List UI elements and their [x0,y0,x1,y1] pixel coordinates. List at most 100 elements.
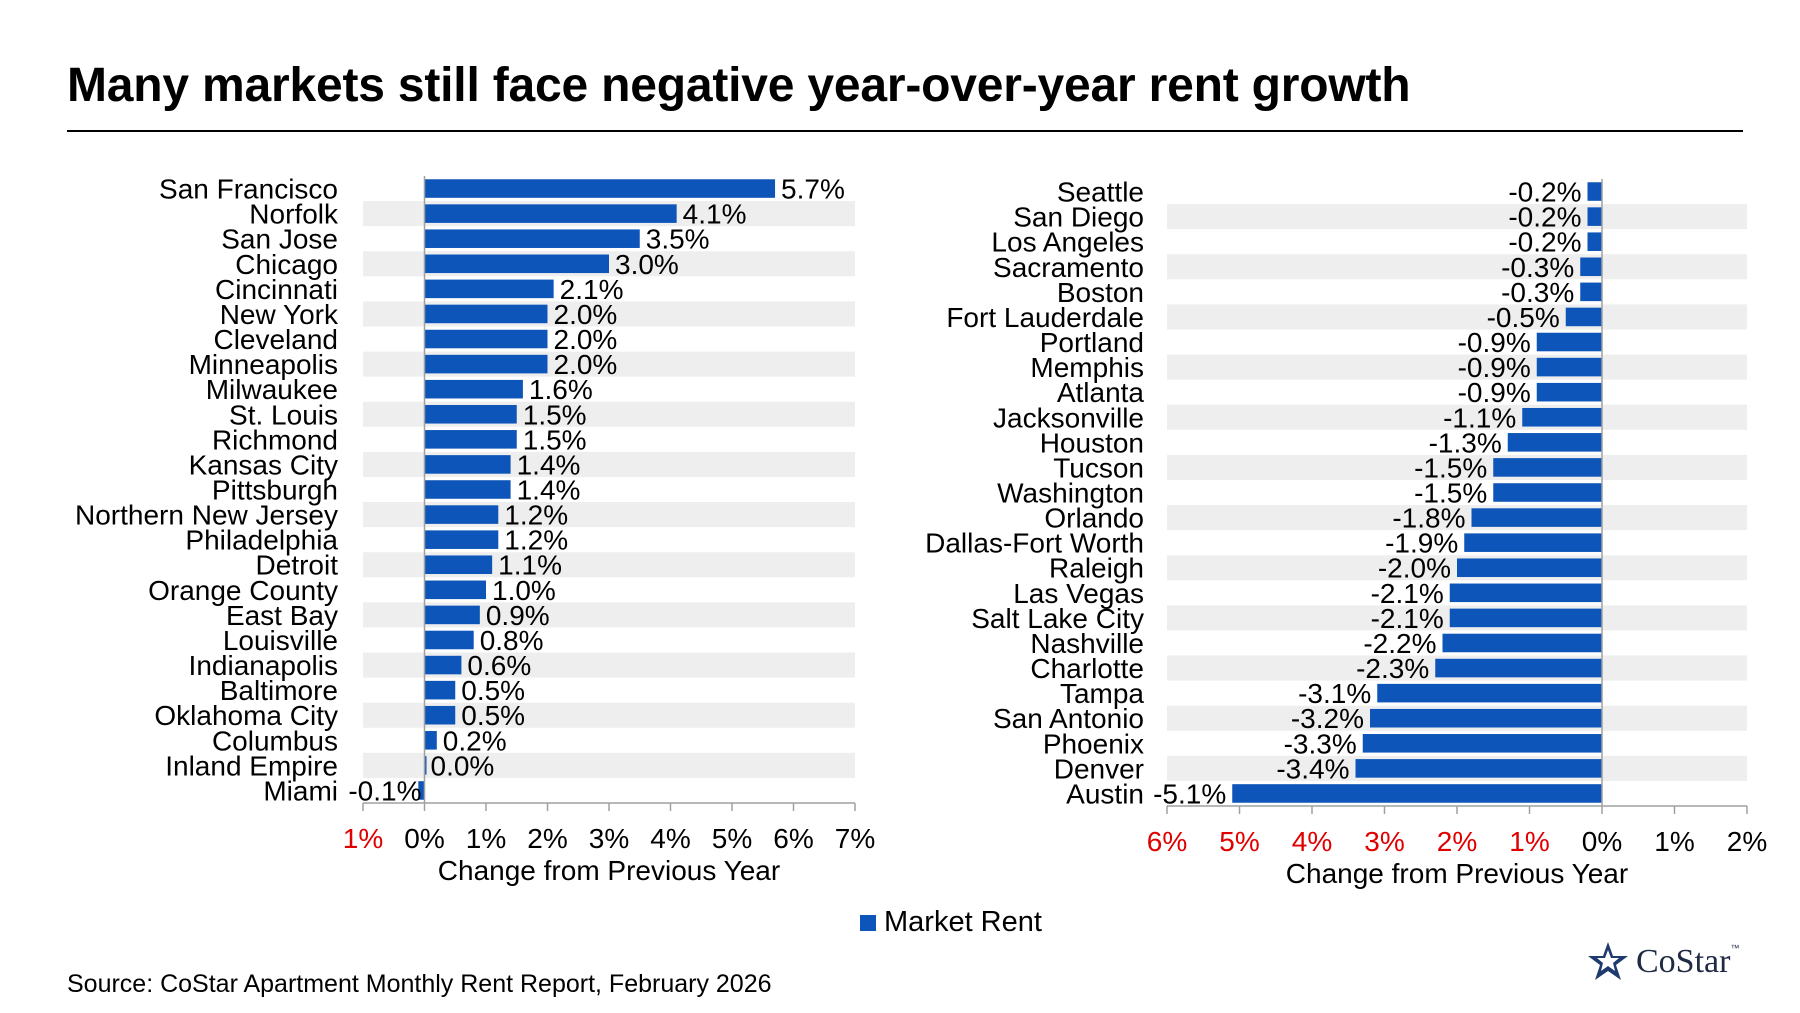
category-label: San Diego [1013,202,1144,233]
bar [1587,232,1602,251]
bar [1493,483,1602,502]
value-label: 1.6% [529,374,593,405]
value-label: -2.1% [1371,578,1444,609]
bar [424,430,517,449]
category-label: Washington [997,478,1144,509]
source-note: Source: CoStar Apartment Monthly Rent Re… [67,970,772,998]
legend-swatch [860,914,876,931]
value-label: 0.6% [467,650,531,681]
bar [1580,282,1602,302]
bar [424,630,474,650]
value-label: 3.0% [615,249,679,280]
bar [424,354,548,374]
x-tick-label: 2% [1437,826,1477,857]
category-label: Pittsburgh [212,475,338,506]
value-label: -0.3% [1501,252,1574,283]
value-label: 5.7% [781,174,845,205]
category-label: Boston [1057,277,1144,308]
bar [424,204,677,223]
value-label: 1.4% [517,475,581,506]
category-label: San Jose [221,224,338,255]
value-label: -2.2% [1363,628,1436,659]
category-label: Salt Lake City [971,603,1144,634]
background-band [1167,454,1747,480]
value-label: -3.4% [1276,753,1349,784]
bar [1536,382,1602,402]
bar [424,329,548,349]
value-label: 2.0% [554,299,618,330]
bar [424,379,523,399]
category-label: Houston [1040,427,1144,458]
value-label: 2.0% [554,349,618,380]
bar [1370,708,1602,728]
x-axis-title: Change from Previous Year [438,855,780,886]
category-label: Minneapolis [189,349,338,380]
value-label: -0.5% [1487,302,1560,333]
category-label: Denver [1054,753,1144,784]
category-label: Detroit [256,550,339,581]
value-label: 1.1% [498,550,562,581]
bar [424,530,499,549]
bar [1587,182,1602,201]
category-label: Chicago [235,249,338,280]
category-label: Milwaukee [206,374,338,405]
x-tick-label: 2% [527,823,567,854]
costar-star-icon [1588,942,1628,980]
category-label: Tucson [1053,452,1144,483]
category-label: Los Angeles [991,227,1144,258]
value-label: 0.5% [461,700,525,731]
background-band [1167,505,1747,531]
background-band [1167,404,1747,430]
value-label: 4.1% [683,199,747,230]
category-label: Richmond [212,424,338,455]
x-tick-label: 4% [650,823,690,854]
value-label: 0.5% [461,675,525,706]
category-label: Orlando [1044,503,1144,534]
bar [424,580,486,600]
background-band [1167,254,1747,280]
background-band [363,752,855,778]
category-label: Orange County [148,575,338,606]
bar [1457,558,1602,578]
x-tick-label: 5% [1219,826,1259,857]
category-label: Seattle [1057,177,1144,208]
page-title: Many markets still face negative year-ov… [67,59,1411,112]
category-label: San Francisco [159,174,338,205]
x-tick-label: 1% [343,823,383,854]
category-label: Philadelphia [185,525,338,556]
bar [1362,734,1602,753]
category-label: Inland Empire [165,750,338,781]
bar [424,705,456,725]
category-label: Indianapolis [189,650,338,681]
category-label: Fort Lauderdale [946,302,1144,333]
bar [424,605,480,625]
bar [424,455,511,474]
category-label: Northern New Jersey [75,500,338,531]
value-label: -0.2% [1508,202,1581,233]
category-label: Kansas City [189,449,338,480]
background-band [1167,304,1747,330]
value-label: 0.2% [443,725,507,756]
bar [1377,683,1602,703]
category-label: Atlanta [1057,377,1145,408]
value-label: -0.9% [1458,377,1531,408]
category-label: Austin [1066,778,1144,809]
category-label: Memphis [1030,352,1144,383]
value-label: -1.3% [1429,427,1502,458]
value-label: -0.2% [1508,227,1581,258]
value-label: -1.1% [1443,402,1516,433]
bar [1449,608,1602,628]
value-label: 0.8% [480,625,544,656]
positive-growth-chart: San Francisco 5.7% Norfolk 4.1% San Jose 3.5%… [75,174,875,886]
x-tick-label: 7% [835,823,875,854]
bar [424,179,776,198]
category-label: Louisville [223,625,338,656]
value-label: -1.5% [1414,478,1487,509]
bar [424,404,517,424]
x-tick-label: 0% [1582,826,1622,857]
value-label: 1.5% [523,399,587,430]
value-label: 1.0% [492,575,556,606]
category-label: Charlotte [1030,653,1144,684]
x-tick-label: 0% [404,823,444,854]
bar [1522,407,1602,427]
